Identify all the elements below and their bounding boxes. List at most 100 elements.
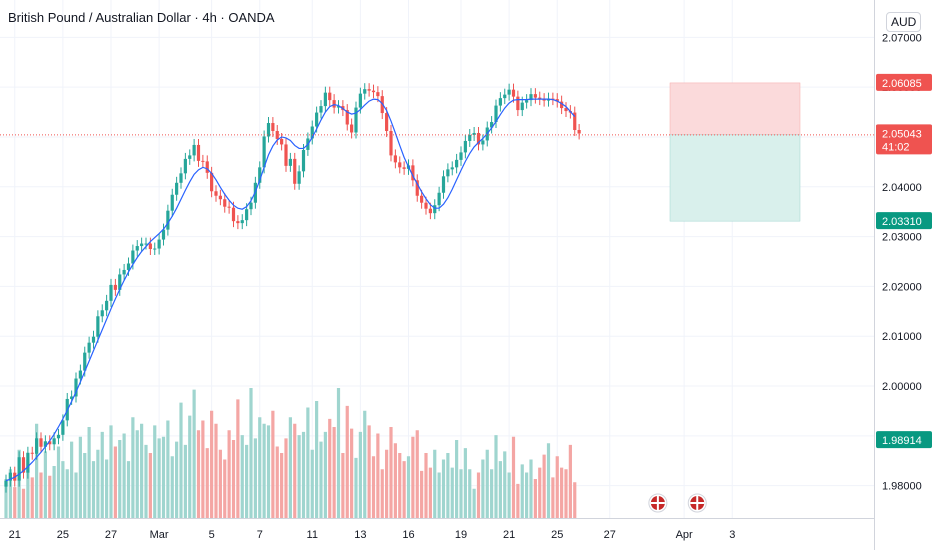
volume-bar [175, 441, 179, 518]
candle-body [148, 243, 152, 250]
volume-bar [105, 459, 109, 518]
candle-body [525, 100, 529, 103]
candle-body [245, 209, 249, 221]
volume-bar [48, 475, 52, 518]
candle-body [196, 144, 201, 161]
candle-body [4, 480, 8, 487]
candle-body [297, 171, 301, 184]
candle-body [533, 94, 537, 98]
candle-body [175, 182, 179, 195]
candle-body [494, 105, 498, 123]
candle-body [542, 99, 546, 101]
volume-bar [433, 449, 437, 518]
candle-body [398, 162, 402, 168]
candle-body [26, 452, 30, 473]
volume-bar [546, 443, 551, 518]
y-tick-label: 2.01000 [882, 331, 922, 343]
volume-bar [87, 427, 91, 518]
volume-bar [424, 453, 428, 518]
last-price-badge: 2.05043 [882, 128, 922, 140]
volume-bar [26, 459, 30, 518]
candle-body [411, 165, 415, 181]
volume-bar [459, 469, 463, 518]
x-tick-label: 7 [257, 529, 263, 541]
candle-body [87, 342, 91, 353]
volume-bar [266, 425, 271, 518]
candle-body [21, 457, 26, 473]
volume-bar [450, 467, 454, 518]
x-tick-label: 27 [105, 529, 117, 541]
volume-bar [275, 446, 279, 518]
candle-body [153, 248, 157, 250]
volume-bar [78, 436, 82, 518]
candle-body [70, 396, 74, 399]
volume-bar [170, 456, 174, 518]
y-tick-label: 1.98000 [882, 481, 922, 493]
candle-body [280, 138, 284, 145]
y-tick-label: 2.03000 [882, 232, 922, 244]
x-tick-label: 16 [402, 529, 414, 541]
candle-body [371, 90, 376, 93]
stop-price-badge-bg [876, 73, 932, 91]
candle-body [183, 158, 187, 174]
candle-body [192, 144, 196, 156]
volume-bar [240, 435, 244, 518]
volume-bar [284, 438, 288, 518]
volume-bar [516, 483, 520, 518]
volume-bar [367, 425, 371, 518]
candle-body [529, 94, 533, 101]
candle-body [481, 140, 485, 145]
volume-bar [262, 423, 266, 518]
volume-bar [35, 423, 39, 518]
volume-bar [236, 399, 240, 518]
take-profit-zone [669, 134, 801, 222]
candle-body [293, 158, 297, 184]
volume-bar [564, 469, 568, 518]
candle-body [424, 202, 428, 209]
volume-bar [109, 425, 113, 518]
candle-body [332, 100, 336, 108]
volume-bar [205, 448, 209, 518]
volume-bar [494, 435, 498, 518]
volume-bar [179, 402, 183, 518]
candle-body [30, 452, 34, 454]
candle-body [249, 202, 253, 210]
volume-bar [140, 423, 144, 518]
currency-button[interactable]: AUD [886, 12, 922, 32]
volume-bar [21, 488, 26, 518]
candle-body [271, 123, 275, 131]
candle-body [389, 130, 393, 156]
candle-body [573, 112, 577, 130]
volume-bar [573, 482, 577, 518]
candle-body [367, 89, 371, 91]
volume-bar [441, 459, 446, 518]
price-1989-badge: 1.98914 [882, 435, 922, 447]
candle-body [393, 155, 397, 163]
last-price-badge-bg [876, 124, 932, 155]
volume-bar [223, 459, 227, 518]
volume-bar [8, 469, 12, 518]
volume-bar [4, 479, 8, 518]
candle-body [516, 96, 520, 111]
volume-bar [310, 449, 314, 518]
target-price-badge: 2.03310 [882, 216, 922, 228]
candle-body [157, 239, 161, 249]
volume-bar [61, 461, 65, 518]
price-1989-badge-bg [876, 431, 932, 449]
volume-bar [345, 405, 349, 518]
volume-bar [218, 449, 222, 518]
candle-body [275, 130, 279, 139]
volume-bar [192, 389, 196, 518]
candle-body [43, 441, 47, 447]
y-tick-label: 2.04000 [882, 182, 922, 194]
x-tick-label: 21 [503, 529, 515, 541]
candle-body [100, 310, 104, 317]
candle-body [266, 123, 271, 137]
candle-body [560, 101, 564, 109]
chart-title: British Pound / Australian Dollar · 4h ·… [8, 10, 275, 25]
candle-body [433, 205, 437, 214]
volume-bar [131, 417, 135, 518]
volume-bar [153, 425, 157, 518]
volume-bar [30, 477, 34, 518]
